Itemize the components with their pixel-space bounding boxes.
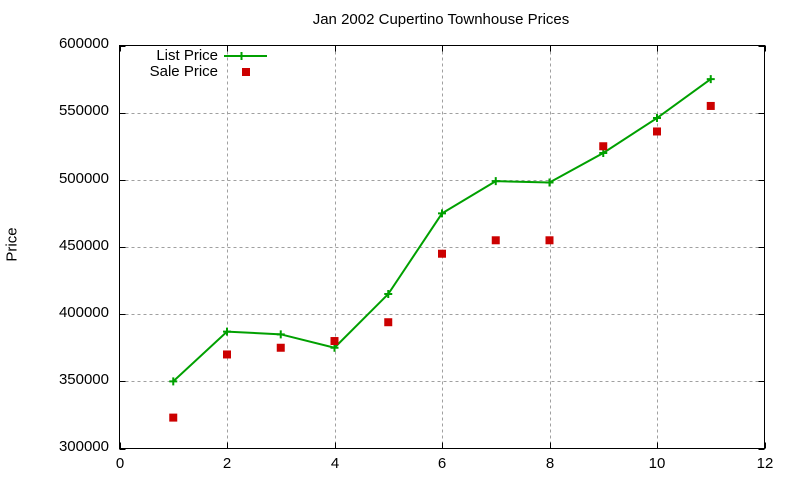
y-tick-label: 550000 <box>58 102 109 119</box>
axis-ticks <box>119 45 766 450</box>
sale-price-point-icon <box>438 249 446 258</box>
list-price-point-icon <box>545 178 554 187</box>
list-price-point-icon <box>438 209 446 218</box>
list-price-point-icon <box>223 327 231 336</box>
x-tick-label: 12 <box>756 455 774 472</box>
y-axis-label: Price <box>3 227 21 262</box>
legend-label-sale-price: Sale Price <box>149 63 218 80</box>
sale-price-point-icon <box>706 101 715 110</box>
sale-price-point-icon <box>491 236 500 245</box>
list-price-point-icon <box>330 343 339 352</box>
y-tick-label: 300000 <box>58 438 109 455</box>
sale-price-point-icon <box>384 318 393 327</box>
legend-samples <box>224 52 267 76</box>
list-price-point-icon <box>384 290 393 299</box>
x-tick-label: 0 <box>115 455 125 472</box>
y-tick-label: 350000 <box>58 371 109 388</box>
series-sale-price <box>169 101 715 422</box>
y-tick-label: 500000 <box>58 170 109 187</box>
legend-list-marker-icon <box>237 52 246 60</box>
sale-price-point-icon <box>276 343 285 352</box>
list-price-point-icon <box>653 114 661 123</box>
sale-price-point-icon <box>545 236 554 245</box>
y-tick-label: 450000 <box>58 237 109 254</box>
legend-sale-marker-icon <box>242 68 250 76</box>
x-tick-label: 6 <box>437 455 447 472</box>
sale-price-point-icon <box>223 350 231 359</box>
list-price-point-icon <box>169 377 178 386</box>
sale-price-point-icon <box>599 142 608 151</box>
x-tick-label: 4 <box>330 455 340 472</box>
sale-price-point-icon <box>169 413 178 422</box>
y-tick-label: 400000 <box>58 304 109 321</box>
list-price-point-icon <box>276 330 285 339</box>
list-price-point-icon <box>706 75 715 84</box>
list-price-point-icon <box>491 177 500 186</box>
legend-label-list-price: List Price <box>156 47 218 64</box>
sale-price-point-icon <box>653 127 661 136</box>
sale-price-point-icon <box>330 337 339 346</box>
x-tick-label: 10 <box>648 455 666 472</box>
chart-title: Jan 2002 Cupertino Townhouse Prices <box>312 11 570 28</box>
list-price-point-icon <box>599 148 608 157</box>
x-tick-label: 2 <box>222 455 232 472</box>
series-list-price <box>169 75 715 386</box>
y-tick-label: 600000 <box>58 35 109 52</box>
x-tick-label: 8 <box>545 455 555 472</box>
grid-lines <box>119 45 765 449</box>
